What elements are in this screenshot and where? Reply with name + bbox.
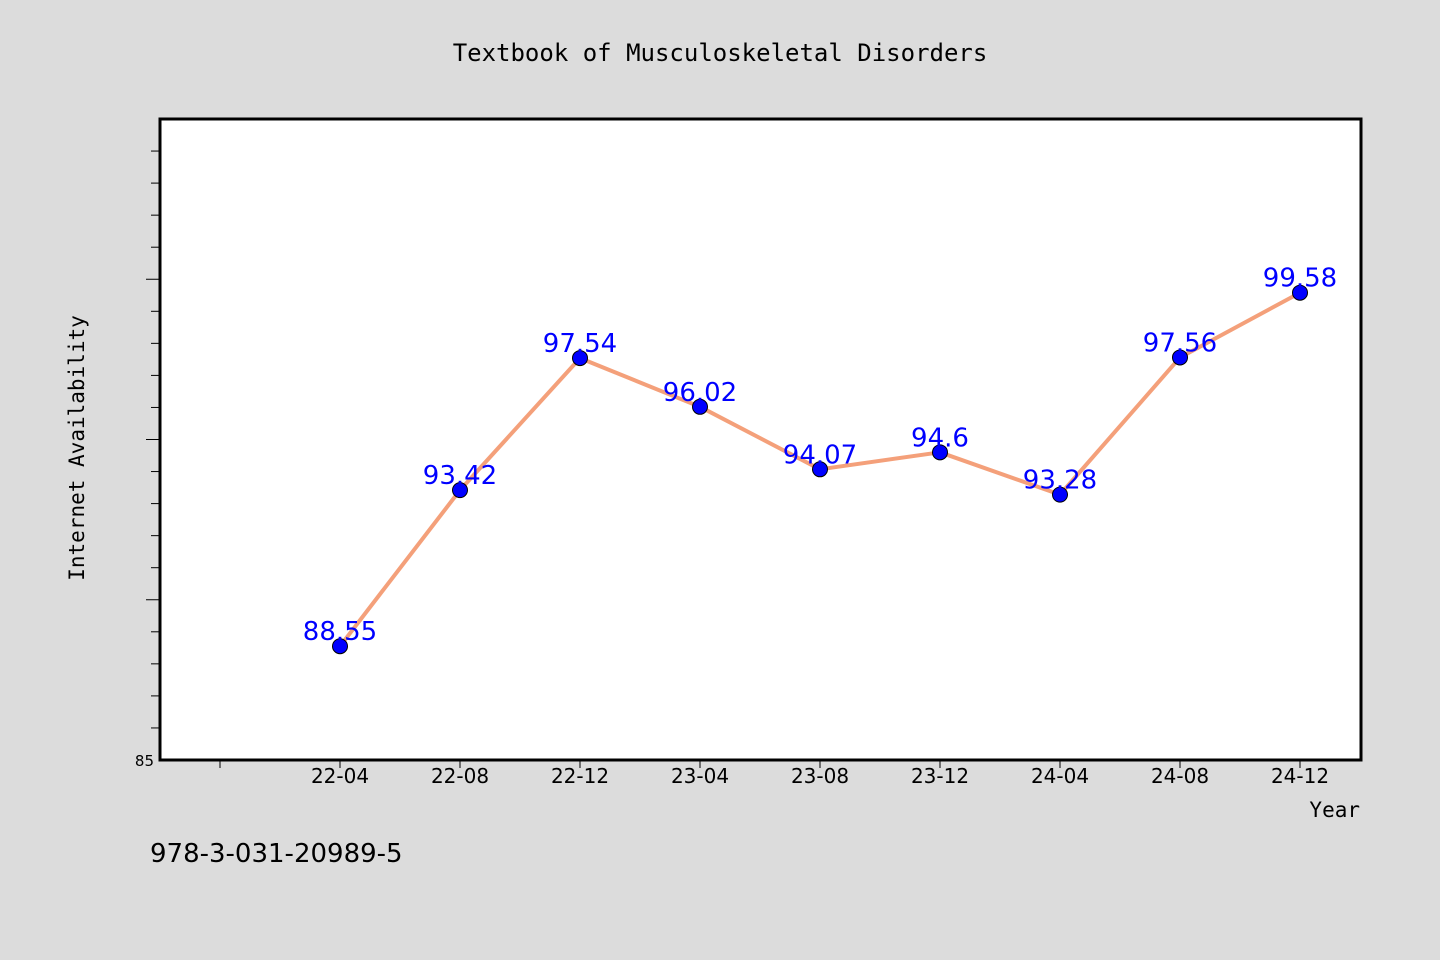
x-axis-label: Year — [1309, 798, 1360, 822]
data-label-layer: 88.55 93.42 97.54 96.02 94.07 94.6 93.28 97.56 9… — [303, 264, 1337, 648]
data-label: 94.6 — [911, 423, 969, 453]
y-tick-label: 85 — [135, 752, 154, 770]
x-tick-label: 22-12 — [551, 764, 609, 788]
series-layer — [332, 284, 1308, 655]
data-point — [452, 482, 468, 499]
data-point — [692, 398, 708, 415]
data-label: 93.28 — [1023, 466, 1097, 496]
x-tick-label: 23-12 — [911, 764, 969, 788]
data-point — [1172, 349, 1188, 366]
x-tick-label: 22-04 — [311, 764, 369, 788]
x-tick-label: 22-08 — [431, 764, 489, 788]
x-tick-label: 23-08 — [791, 764, 849, 788]
data-point — [332, 638, 348, 655]
y-axis: 85 — [135, 150, 160, 770]
data-label: 96.02 — [663, 378, 737, 408]
x-tick-label: 23-04 — [671, 764, 729, 788]
data-label: 99.58 — [1263, 264, 1337, 294]
x-axis: 22-04 22-08 22-12 23-04 23-08 23-12 24-04 24-08… — [219, 760, 1329, 788]
isbn-footer: 978-3-031-20989-5 — [150, 839, 403, 869]
chart-title: Textbook of Musculoskeletal Disorders — [453, 39, 988, 67]
y-axis-label: Internet Availability — [65, 315, 89, 581]
data-label: 88.55 — [303, 617, 377, 647]
data-point — [1052, 486, 1068, 503]
data-point — [812, 461, 828, 478]
x-tick-label: 24-12 — [1271, 764, 1329, 788]
data-point — [572, 350, 588, 367]
data-point — [932, 444, 948, 461]
data-label: 97.56 — [1143, 328, 1217, 358]
x-tick-label: 24-08 — [1151, 764, 1209, 788]
data-label: 97.54 — [543, 329, 617, 359]
x-tick-label: 24-04 — [1031, 764, 1089, 788]
data-label: 94.07 — [783, 440, 857, 470]
data-label: 93.42 — [423, 461, 497, 491]
data-point — [1292, 284, 1308, 301]
